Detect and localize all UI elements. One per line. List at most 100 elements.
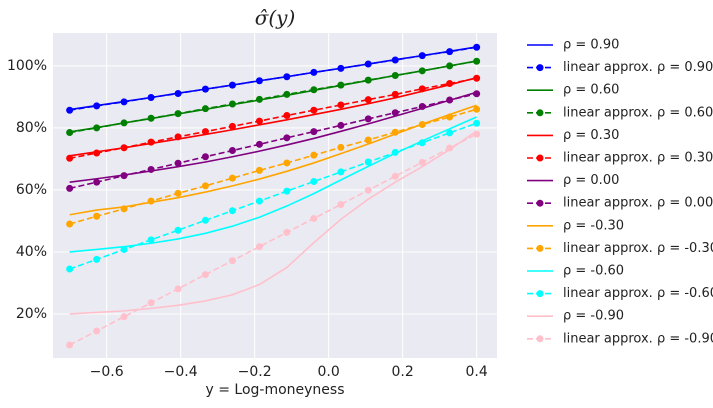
- point: [337, 121, 345, 129]
- point: [147, 138, 155, 146]
- point: [120, 144, 128, 152]
- point: [93, 255, 101, 263]
- point: [147, 114, 155, 122]
- point: [174, 285, 182, 293]
- legend-label: ρ = -0.30: [563, 218, 624, 233]
- point: [391, 71, 399, 79]
- point: [310, 106, 318, 114]
- x-tick-label: 0.2: [392, 364, 414, 380]
- legend-label: linear approx. ρ = -0.60: [563, 286, 713, 301]
- point: [255, 77, 263, 85]
- point: [228, 207, 236, 215]
- legend-label: linear approx. ρ = 0.30: [563, 151, 713, 166]
- point: [418, 120, 426, 128]
- point: [418, 139, 426, 147]
- point: [310, 151, 318, 159]
- point: [446, 129, 454, 137]
- point: [283, 228, 291, 236]
- point: [310, 68, 318, 76]
- point: [473, 74, 481, 82]
- point: [473, 43, 481, 51]
- point: [93, 102, 101, 110]
- point: [66, 265, 74, 273]
- series-line: [69, 133, 478, 346]
- point: [228, 147, 236, 155]
- point: [174, 189, 182, 197]
- point: [446, 113, 454, 121]
- series-line: [69, 91, 477, 183]
- point: [446, 62, 454, 70]
- legend-marker: [536, 335, 544, 343]
- point: [418, 52, 426, 60]
- point: [255, 117, 263, 125]
- point: [473, 119, 481, 127]
- point: [201, 85, 209, 93]
- point: [283, 111, 291, 119]
- x-tick-label: 0.0: [318, 364, 340, 380]
- point: [255, 95, 263, 103]
- point: [174, 226, 182, 234]
- point: [120, 313, 128, 321]
- legend-marker: [536, 290, 544, 298]
- point: [337, 81, 345, 89]
- point: [66, 129, 74, 137]
- point: [310, 86, 318, 94]
- point: [66, 106, 74, 114]
- point: [310, 128, 318, 136]
- legend-label: ρ = 0.90: [563, 38, 619, 53]
- point: [93, 149, 101, 157]
- point: [473, 130, 481, 138]
- point: [283, 73, 291, 81]
- legend-label: ρ = 0.30: [563, 128, 619, 143]
- point: [201, 105, 209, 113]
- legend-label: linear approx. ρ = -0.30: [563, 241, 713, 256]
- point: [93, 327, 101, 335]
- point: [337, 64, 345, 72]
- point: [446, 48, 454, 56]
- point: [391, 128, 399, 136]
- x-tick-label: −0.6: [90, 364, 124, 380]
- point: [446, 80, 454, 88]
- x-tick-label: −0.4: [164, 364, 198, 380]
- point: [391, 148, 399, 156]
- y-tick-label: 40%: [16, 244, 47, 260]
- point: [201, 216, 209, 224]
- point: [228, 174, 236, 182]
- point: [201, 182, 209, 190]
- point: [310, 214, 318, 222]
- series-line: [69, 46, 477, 112]
- point: [283, 134, 291, 142]
- point: [391, 90, 399, 98]
- point: [255, 140, 263, 148]
- x-tick-label: −0.2: [238, 364, 272, 380]
- point: [174, 89, 182, 97]
- point: [228, 257, 236, 265]
- point: [473, 105, 481, 113]
- legend-label: ρ = -0.90: [563, 309, 624, 324]
- point: [337, 143, 345, 151]
- point: [391, 109, 399, 117]
- point: [93, 212, 101, 220]
- series-line: [69, 122, 477, 270]
- point: [364, 76, 372, 84]
- point: [93, 178, 101, 186]
- point: [283, 90, 291, 98]
- point: [120, 98, 128, 106]
- point: [147, 197, 155, 205]
- legend-label: linear approx. ρ = 0.90: [563, 60, 713, 75]
- legend-marker: [536, 244, 544, 252]
- point: [174, 159, 182, 167]
- point: [364, 96, 372, 104]
- point: [364, 60, 372, 68]
- point: [147, 94, 155, 102]
- point: [473, 57, 481, 65]
- y-tick-label: 100%: [7, 58, 47, 74]
- point: [337, 101, 345, 109]
- legend-label: ρ = 0.00: [563, 173, 619, 188]
- point: [147, 165, 155, 173]
- point: [66, 184, 74, 192]
- point: [391, 172, 399, 180]
- point: [337, 168, 345, 176]
- series-line: [69, 77, 477, 160]
- point: [283, 187, 291, 195]
